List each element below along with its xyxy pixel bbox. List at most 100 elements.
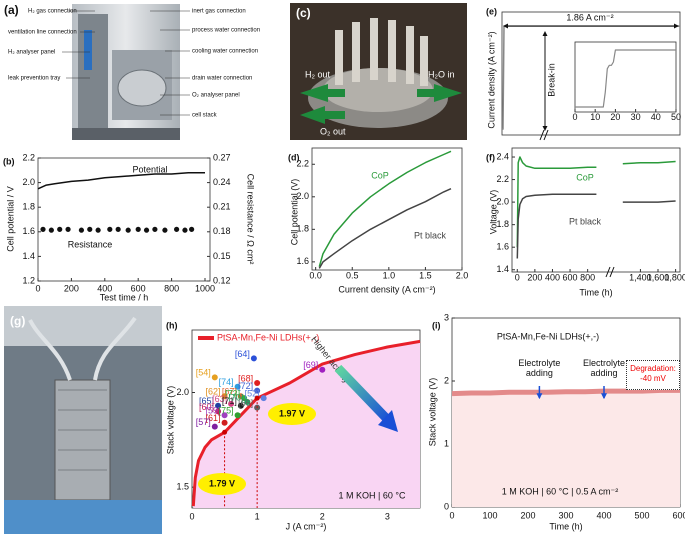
activity-arrow-head <box>378 410 398 432</box>
y-tick-label: 2.0 <box>296 191 309 201</box>
annotation: 1 M KOH | 60 °C <box>339 490 406 500</box>
x-axis-label: J (A cm⁻²) <box>286 521 327 531</box>
panel-label: (e) <box>486 6 497 16</box>
reference-label: [66] <box>238 398 253 408</box>
y-tick-label: 1.8 <box>296 224 309 234</box>
x-tick-label: 3 <box>385 511 390 521</box>
y-axis-label: Cell potential (V) <box>289 179 299 246</box>
data-point <box>65 226 71 232</box>
reference-point <box>221 412 228 419</box>
plot-frame <box>511 147 681 273</box>
reference-label: [61] <box>206 413 221 423</box>
reference-point <box>234 412 241 419</box>
annotation-box: Degradation: -40 mV <box>626 360 680 390</box>
x-tick-label: 40 <box>651 112 661 122</box>
x-tick-label: 50 <box>671 112 681 122</box>
x-tick-label: 10 <box>590 112 600 122</box>
y-axis-label: Current density (A cm⁻²) <box>486 31 496 128</box>
x-tick-label: 400 <box>545 273 560 283</box>
data-point <box>57 226 63 232</box>
x-tick-label: 2.0 <box>456 271 469 281</box>
x-tick-label: 200 <box>64 283 79 293</box>
reference-point <box>215 402 222 409</box>
series-label: Resistance <box>68 239 113 249</box>
y2-tick-label: 0.21 <box>213 202 231 212</box>
callout: H₂ analyser panel <box>8 50 55 56</box>
y-tick-label: 1.2 <box>22 275 35 285</box>
data-point <box>87 226 93 232</box>
annotation: 1.86 A cm⁻² <box>566 12 613 22</box>
overlays <box>334 23 679 432</box>
arrow-h2-out <box>300 84 345 102</box>
x-tick-label: 300 <box>558 510 573 520</box>
reference-label: [71] <box>222 396 237 406</box>
reference-point <box>221 419 228 426</box>
annotation: 1 M KOH | 60 °C | 0.5 A cm⁻² <box>502 486 619 496</box>
y-tick-label: 2.0 <box>176 387 189 397</box>
y-tick-label: 2 <box>444 375 449 385</box>
y-tick-label: 2.0 <box>496 196 509 206</box>
series-line <box>37 172 205 190</box>
event-label: Electrolyte adding <box>582 358 626 378</box>
port-label: H₂O in <box>428 69 455 79</box>
tubes <box>28 316 137 381</box>
series-area <box>452 390 680 507</box>
event-label-text: Electrolyte adding <box>582 358 626 378</box>
panel-label: (c) <box>296 6 311 20</box>
plot-frame <box>311 147 463 271</box>
x-tick-label: 0 <box>35 283 40 293</box>
reference-point <box>319 366 326 373</box>
callout-point <box>222 429 228 435</box>
callout: O₂ analyser panel <box>192 93 240 99</box>
reference-label: [57] <box>196 417 211 427</box>
data-point <box>162 227 168 233</box>
y-axis-label: Cell potential / V <box>5 186 15 252</box>
y-tick-label: 1.5 <box>176 482 189 492</box>
x-tick-label: 400 <box>596 510 611 520</box>
x-tick-label: 1,800 <box>664 273 685 283</box>
y2-tick-label: 0.27 <box>213 152 231 162</box>
port-label: O₂ out <box>320 126 346 136</box>
reference-label: [72] <box>238 381 253 391</box>
series-line <box>318 188 452 269</box>
x-tick-label: 0 <box>515 273 520 283</box>
callout: cell stack <box>192 113 218 119</box>
data-point <box>115 226 121 232</box>
x-tick-label: 600 <box>563 273 578 283</box>
x-tick-label: 0.0 <box>309 271 322 281</box>
series-label: Pt black <box>414 230 447 240</box>
panel-label: (d) <box>288 152 300 162</box>
reference-label: [67] <box>222 387 237 397</box>
y2-tick-label: 0.15 <box>213 251 231 261</box>
y-tick-label: 2.2 <box>22 152 35 162</box>
callout-label: 1.97 V <box>279 408 305 418</box>
x-axis-label: Test time / h <box>100 292 149 302</box>
callout: ventilation line connection <box>8 30 77 36</box>
reference-point <box>211 423 218 430</box>
x-tick-label: 200 <box>520 510 535 520</box>
callout-point <box>254 395 260 401</box>
reference-label: [68] <box>238 373 253 383</box>
data-point <box>189 226 195 232</box>
data-point <box>95 227 101 233</box>
callout-label: 1.79 V <box>209 478 235 488</box>
tray <box>4 500 162 534</box>
series-label: Pt black <box>569 216 602 226</box>
arrow-h2o-in <box>417 84 462 102</box>
reference-point <box>250 355 257 362</box>
y-tick-label: 1.8 <box>496 219 509 229</box>
axis-break <box>539 129 615 278</box>
chart-title: PtSA-Mn,Fe-Ni LDHs(+,-) <box>497 331 599 341</box>
callout: cooling water connection <box>192 49 258 55</box>
y-tick-label: 1.6 <box>22 226 35 236</box>
x-tick-label: 800 <box>164 283 179 293</box>
y-tick-label: 1 <box>444 438 449 448</box>
reference-point <box>254 380 261 387</box>
reference-point <box>228 400 235 407</box>
y-tick-label: 1.8 <box>22 202 35 212</box>
x-tick-label: 0 <box>449 510 454 520</box>
series-label: CoP <box>371 170 389 180</box>
reference-label: [69] <box>303 360 318 370</box>
data-point <box>40 226 46 232</box>
